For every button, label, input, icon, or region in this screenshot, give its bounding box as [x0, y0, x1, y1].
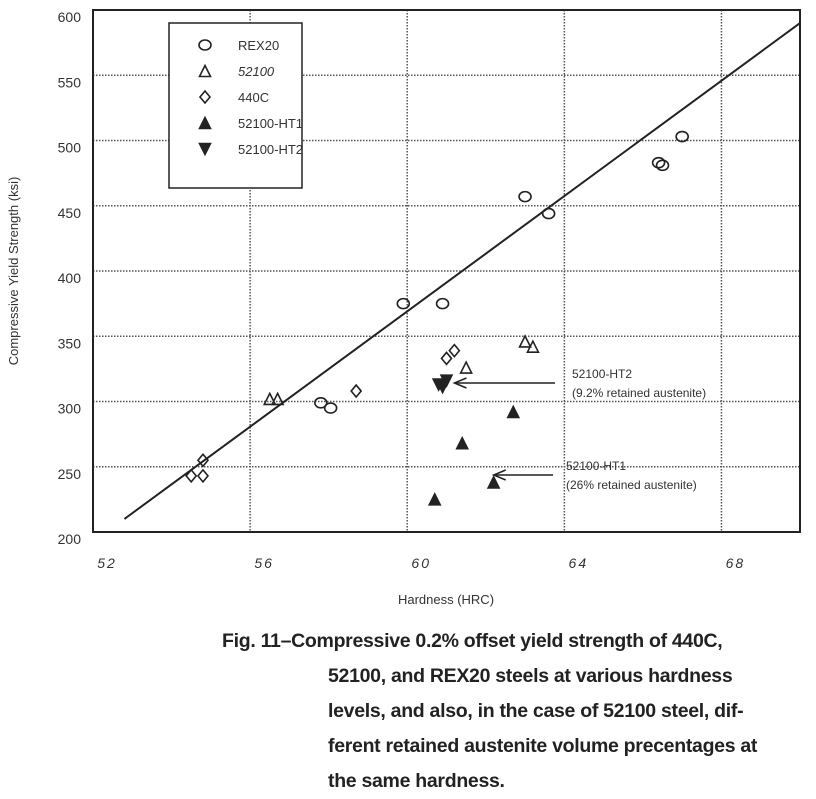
legend-box	[168, 22, 303, 189]
annotation-text: 52100-HT1	[566, 459, 626, 473]
data-point	[506, 404, 521, 419]
legend-marker	[198, 63, 212, 78]
arrow-head-icon	[491, 469, 506, 481]
data-point	[440, 351, 453, 366]
series-52100	[262, 334, 540, 406]
data-point	[518, 190, 532, 203]
data-point	[196, 468, 210, 484]
y-tick-label: 450	[58, 205, 82, 221]
data-point	[675, 130, 689, 143]
y-tick-label: 350	[58, 335, 82, 351]
data-point	[350, 383, 363, 399]
series-440c	[185, 343, 461, 484]
scatter-chart: 52 56 60 64 68 200 250 300 350 400 450 500 550 600 RE…	[6, 9, 801, 607]
caption-line: ferent retained austenite volume precent…	[328, 735, 758, 757]
caption-line: 52100, and REX20 steels at various hardn…	[328, 665, 733, 687]
y-tick-label: 300	[58, 401, 82, 417]
tick-labels: 52 56 60 64 68 200 250 300 350 400 450 500 550 600	[58, 9, 746, 571]
y-tick-label: 600	[58, 9, 82, 25]
legend-label: 52100	[238, 64, 275, 79]
x-tick-label: 60	[411, 555, 431, 571]
data-point	[448, 343, 461, 358]
series-52100-ht1	[427, 404, 521, 506]
annotation: 52100-HT2 (9.2% retained austenite)	[452, 367, 706, 400]
y-axis-label: Compressive Yield Strength (ksi)	[6, 177, 21, 366]
data-point	[427, 492, 442, 506]
data-point	[455, 435, 470, 450]
legend-label: REX20	[238, 38, 279, 53]
x-tick-label: 64	[569, 555, 589, 571]
data-point	[541, 207, 556, 220]
y-tick-label: 500	[58, 140, 82, 156]
x-tick-label: 56	[254, 555, 274, 571]
annotation: 52100-HT1 (26% retained austenite)	[491, 459, 697, 492]
data-point	[486, 475, 501, 489]
legend-label: 52100-HT1	[238, 116, 303, 131]
caption-line: Fig. 11–Compressive 0.2% offset yield st…	[222, 630, 723, 652]
legend-label: 440C	[238, 90, 269, 105]
y-tick-label: 250	[58, 466, 82, 482]
data-point	[459, 360, 473, 374]
data-point	[435, 380, 450, 395]
y-tick-label: 400	[58, 270, 82, 286]
data-point	[262, 391, 277, 406]
legend-marker	[198, 39, 212, 51]
legend: REX20 52100 440C 52100-HT1 52100-HT2	[168, 22, 303, 189]
y-tick-label: 200	[58, 531, 82, 547]
series-rex20	[314, 130, 689, 414]
x-axis-label: Hardness (HRC)	[398, 592, 494, 607]
legend-marker	[198, 142, 212, 157]
y-tick-label: 550	[58, 74, 82, 90]
legend-label: 52100-HT2	[238, 142, 303, 157]
figure-caption: Fig. 11–Compressive 0.2% offset yield st…	[222, 624, 808, 799]
plot-frame	[92, 9, 801, 533]
data-point	[323, 402, 338, 414]
data-point	[526, 339, 540, 353]
fit-line	[123, 22, 801, 520]
data-point	[396, 297, 411, 310]
caption-line: the same hardness.	[328, 770, 505, 792]
data-points	[185, 130, 689, 506]
data-point	[655, 159, 670, 172]
data-point	[314, 397, 328, 409]
arrow-head-icon	[452, 377, 467, 389]
data-point	[651, 156, 666, 169]
data-point	[439, 374, 454, 388]
annotation-text: 52100-HT2	[572, 367, 632, 381]
legend-marker	[198, 89, 212, 105]
x-tick-label: 68	[726, 555, 746, 571]
data-point	[435, 297, 450, 310]
caption-line: levels, and also, in the case of 52100 s…	[328, 700, 744, 722]
data-point	[196, 452, 210, 468]
series-52100-ht2	[431, 374, 454, 395]
data-point	[185, 468, 198, 484]
x-tick-label: 52	[97, 555, 117, 571]
data-point	[270, 391, 285, 406]
annotation-text: (26% retained austenite)	[566, 478, 697, 492]
data-point	[518, 334, 532, 348]
annotations: 52100-HT2(9.2% retained austenite)52100-…	[452, 367, 706, 492]
legend-marker	[198, 115, 212, 130]
annotation-text: (9.2% retained austenite)	[572, 386, 706, 400]
